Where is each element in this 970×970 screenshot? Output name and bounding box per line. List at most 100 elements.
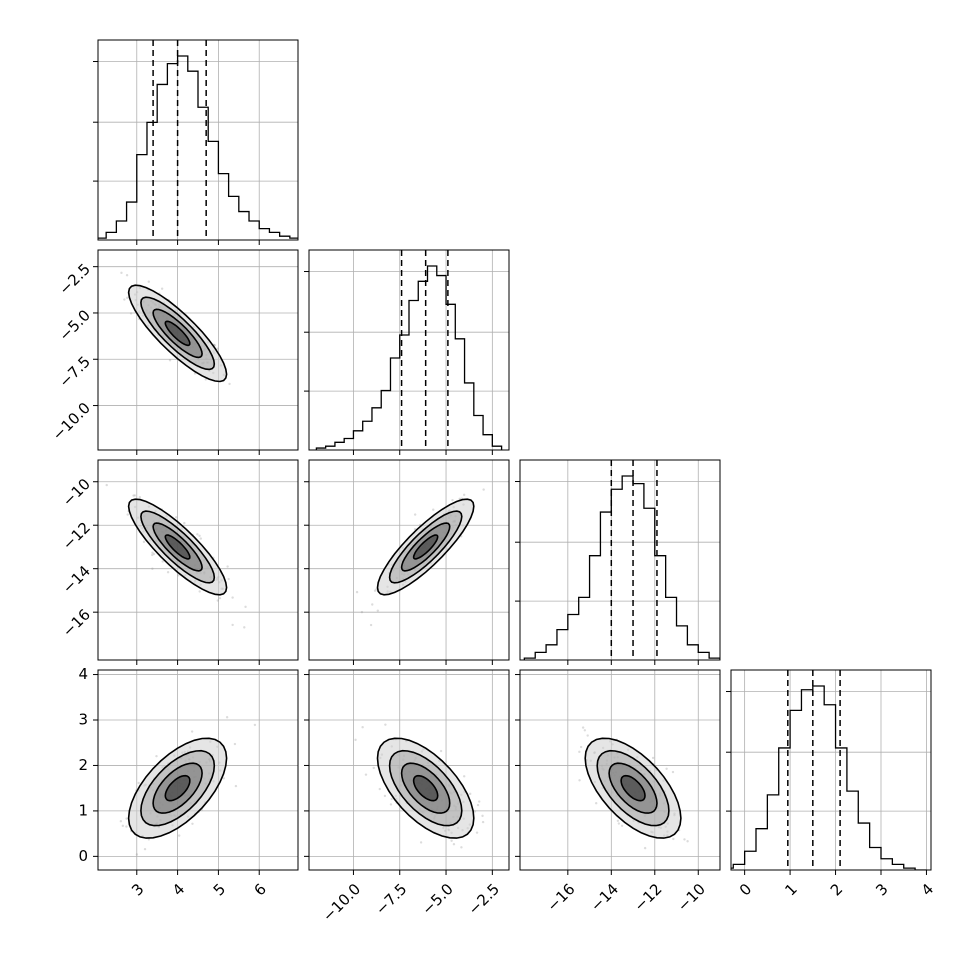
scatter-point [419,841,423,844]
contour-level-0 [164,774,191,802]
x-tick-label: −12 [630,880,665,915]
scatter-point [451,498,454,502]
scatter-point [475,831,479,834]
histogram-series-0 [98,55,298,239]
contour-level-1 [608,762,658,814]
y-tick-label: −10.0 [49,399,94,444]
contour-level-1 [400,762,451,814]
scatter-point [369,623,373,627]
scatter-point [478,800,481,803]
contour-level-2 [140,510,216,584]
scatter-point [581,726,585,729]
y-tick-label: 0 [78,847,88,865]
scatter-point [458,497,461,500]
scatter-point [450,839,453,843]
scatter-point [151,567,154,570]
scatter-point [147,280,150,283]
panel-2-0: −16 −14 −12 −10 [59,459,299,665]
panel-frame [308,459,510,661]
scatter-point [177,574,180,577]
scatter-point [586,734,589,737]
scatter-point [226,565,229,568]
scatter-point [132,494,135,497]
scatter-point [473,810,477,813]
y-tick-label: −7.5 [56,353,94,391]
scatter-point [137,781,140,785]
contour-level-0 [164,320,191,347]
scatter-point [672,837,675,841]
scatter-point [216,599,219,602]
contour-group [376,498,475,596]
scatter-point [481,814,484,818]
panel-frame [97,39,299,241]
scatter-point [142,540,146,544]
x-tick-label: 0 [736,880,755,899]
contour-level-2 [388,510,463,584]
panel-3-1: −10.0 −7.5 −5.0 −2.5 [304,669,510,925]
scatter-point [233,742,237,746]
contour-level-0 [412,774,439,802]
contour-level-3 [376,737,475,839]
panel-frame [519,459,721,661]
panel-frame [519,669,721,871]
scatter-point [216,347,219,350]
scatter-point [225,716,229,719]
scatter-point [121,824,125,828]
x-tick-label: −7.5 [372,880,410,918]
scatter-point [105,483,108,487]
density-fill-0 [621,775,645,801]
scatter-point [143,847,147,851]
panel-0-0 [93,39,299,245]
contour-group [127,737,228,839]
y-tick-label: −5.0 [56,306,94,344]
scatter-point [665,767,668,770]
panel-1-0: −10.0 −7.5 −5.0 −2.5 [49,249,299,455]
contour-group [127,498,228,596]
scatter-point [91,460,93,462]
contour-level-2 [388,749,463,827]
x-tick-label: −10.0 [319,880,364,925]
density-fill-0 [165,321,190,346]
scatter-point [355,590,359,594]
scatter-point [462,493,466,497]
y-tick-label: −10 [59,475,94,510]
scatter-point [177,834,181,837]
scatter-point [196,533,199,536]
y-tick-label: −16 [59,605,94,640]
density-fill-0 [165,535,190,559]
scatter-point [594,802,598,805]
scatter-point [360,610,364,614]
panel-frame [97,459,299,661]
histogram-series-2 [523,475,720,660]
contour-level-0 [164,534,191,560]
scatter-point [583,729,587,732]
x-tick-label: 1 [781,880,800,899]
scatter-point [125,817,128,820]
panel-3-3: 0 1 2 3 4 [726,669,937,900]
panel-frame [730,669,932,871]
x-tick-label: −10 [674,880,709,915]
contour-level-0 [412,534,439,560]
scatter-point [671,770,675,774]
scatter-point [168,359,172,362]
y-tick-label: 1 [78,801,88,819]
scatter-point [383,794,387,798]
scatter-point [218,596,222,600]
scatter-point [373,589,377,592]
scatter-point [452,842,456,846]
histogram-series-3 [731,685,927,870]
y-tick-label: −12 [59,518,94,553]
density-fill-0 [413,535,438,559]
scatter-point [432,508,435,511]
scatter-point [686,840,689,843]
scatter-point [135,853,139,856]
contour-group [584,737,682,839]
scatter-point [152,552,156,556]
panel-frame [97,249,299,451]
panel-frame [97,669,299,871]
x-tick-label: −2.5 [465,880,503,918]
contour-level-3 [584,737,682,839]
scatter-point [643,846,647,850]
panel-frame [308,249,510,451]
x-tick-label: 3 [128,880,147,899]
